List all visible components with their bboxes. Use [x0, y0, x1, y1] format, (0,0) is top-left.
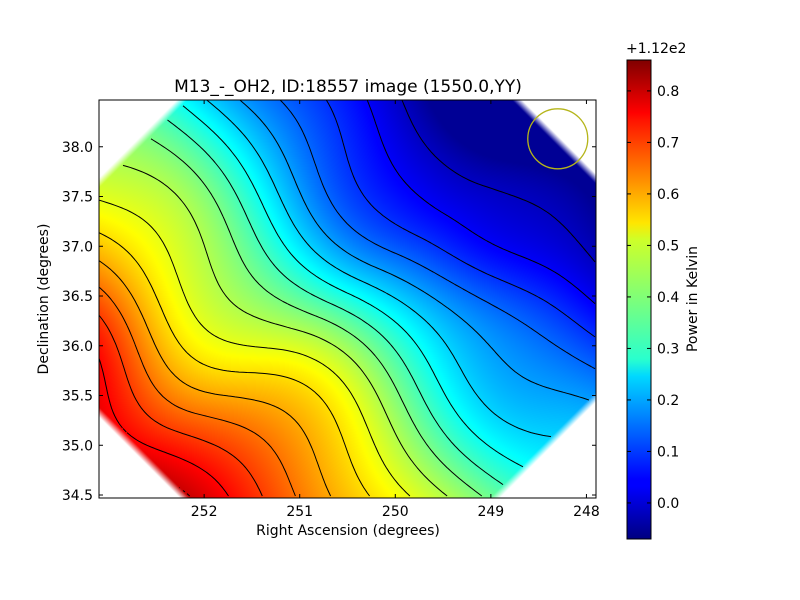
colorbar-tick-label: 0.3 [657, 341, 679, 357]
beam-marker [527, 108, 589, 170]
colorbar-tick-label: 0.8 [657, 84, 679, 100]
y-tick-label: 37.0 [62, 239, 93, 255]
x-tick-label: 251 [286, 504, 313, 520]
y-tick-label: 34.5 [62, 488, 93, 504]
colorbar-tick-label: 0.1 [657, 444, 679, 460]
y-axis-label: Declination (degrees) [36, 224, 52, 375]
contour-level-0 [401, 100, 596, 263]
colorbar-tick-label: 0.2 [657, 393, 679, 409]
y-tick-label: 36.5 [62, 289, 93, 305]
y-tick-label: 38.0 [62, 140, 93, 156]
chart-title: M13_-_OH2, ID:18557 image (1550.0,YY) [174, 77, 522, 97]
contour-level-7 [167, 119, 504, 486]
colorbar-gradient [626, 59, 652, 540]
y-tick-label: 35.0 [62, 438, 93, 454]
contour-level-6 [182, 105, 524, 468]
x-tick-label: 250 [382, 504, 409, 520]
contour-level-12 [99, 260, 332, 497]
colorbar: 0.0 0.1 0.2 0.3 0.4 0.5 0.6 0.7 0.8 +1.12e2 Powe… [626, 41, 701, 540]
colorbar-tick-label: 0.7 [657, 135, 679, 151]
colorbar-ticks: 0.0 0.1 0.2 0.3 0.4 0.5 0.6 0.7 0.8 [627, 84, 679, 512]
colorbar-tick-label: 0.0 [657, 496, 679, 512]
colorbar-tick-label: 0.5 [657, 238, 679, 254]
y-tick-label: 36.0 [62, 339, 93, 355]
colorbar-tick-label: 0.6 [657, 187, 679, 203]
contour-level-4 [239, 100, 590, 401]
contour-level-13 [99, 286, 296, 497]
contour-level-11 [99, 232, 371, 497]
x-tick-label: 248 [573, 504, 600, 520]
y-tick-label: 35.5 [62, 389, 93, 405]
contour-level-8 [150, 138, 483, 497]
x-tick-label: 252 [191, 504, 218, 520]
contour-level-10 [99, 199, 411, 497]
colorbar-tick-label: 0.4 [657, 290, 679, 306]
x-axis-label: Right Ascension (degrees) [256, 523, 440, 539]
y-tick-label: 37.5 [62, 190, 93, 206]
contour-level-9 [122, 164, 448, 497]
contour-level-3 [279, 100, 596, 370]
colorbar-offset-label: +1.12e2 [626, 41, 686, 57]
x-tick-label: 249 [477, 504, 504, 520]
contour-lines [99, 100, 596, 497]
contour-level-2 [325, 100, 596, 338]
plot-frame [98, 99, 597, 499]
y-axis-ticks: 34.5 35.0 35.5 36.0 36.5 37.0 37.5 38.0 [62, 140, 596, 504]
plot-area: 252 251 250 249 248 34.5 35.0 35.5 36.0 36.5 37.0… [62, 99, 600, 520]
colorbar-label: Power in Kelvin [685, 246, 701, 352]
x-axis-ticks: 252 251 250 249 248 [191, 100, 600, 520]
contour-level-16 [178, 487, 191, 497]
contour-level-1 [366, 100, 596, 304]
heatmap-image [99, 100, 596, 498]
